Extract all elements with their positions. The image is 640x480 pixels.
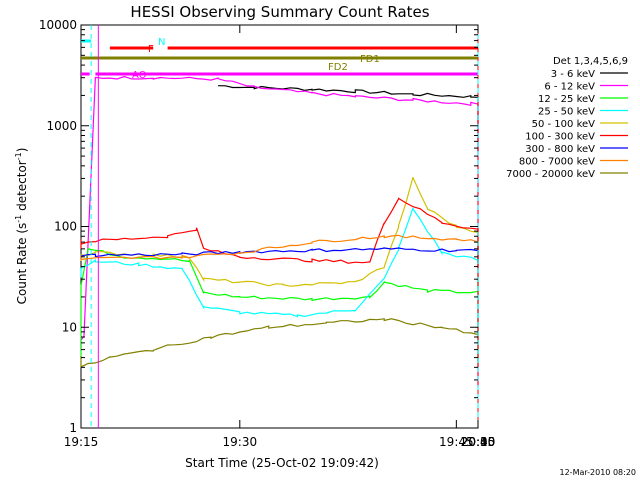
y-axis-label-sup1: -1 [14, 215, 23, 223]
series-line [80, 318, 479, 369]
series-line [80, 207, 479, 321]
y-tick-label: 10 [62, 320, 77, 334]
series-layer [80, 75, 479, 387]
y-tick-label: 10000 [39, 18, 77, 32]
legend-header: Det 1,3,4,5,6,9 [553, 56, 628, 67]
legend-label: 25 - 50 keV [538, 107, 595, 118]
footer-date: 12-Mar-2010 08:20 [560, 468, 637, 477]
y-tick-label: 100 [54, 220, 77, 234]
flag-label: FD1 [360, 54, 380, 65]
observing-flags: NF FD1 FD2 AO [81, 37, 478, 81]
x-tick-label: 19:30 [223, 435, 258, 449]
attenuator-markers [90, 25, 479, 428]
y-axis-label-end: ) [15, 148, 29, 153]
flag-label: AO [132, 70, 147, 81]
y-tick-label: 1000 [46, 119, 77, 133]
series-line [80, 246, 479, 263]
plot-frame [80, 24, 479, 429]
y-axis-label-sup2: -1 [14, 152, 23, 160]
x-axis-label: Start Time (25-Oct-02 19:09:42) [185, 456, 379, 470]
series-line [80, 75, 479, 387]
series-line [80, 197, 479, 270]
legend-label: 3 - 6 keV [551, 69, 595, 80]
y-tick-label: 1 [69, 421, 77, 435]
x-tick-label: 20:00 [461, 435, 496, 449]
x-tick-label: 20:45 [461, 435, 496, 449]
legend-label: 800 - 7000 keV [519, 157, 595, 168]
series-line [80, 176, 479, 296]
chart-title: HESSI Observing Summary Count Rates [130, 3, 429, 21]
x-tick-label: 19:15 [64, 435, 99, 449]
legend-label: 6 - 12 keV [544, 82, 595, 93]
flag-label: N [158, 37, 165, 48]
flag-label: F [148, 44, 154, 55]
legend-label: 12 - 25 keV [538, 94, 595, 105]
y-axis-label-mid: detector [15, 160, 29, 215]
legend-label: 300 - 800 keV [525, 144, 595, 155]
x-tick-label: 19:45 [439, 435, 474, 449]
x-tick-label: 20:30 [461, 435, 496, 449]
flag-label: FD2 [328, 62, 348, 73]
legend-label: 50 - 100 keV [532, 119, 596, 130]
legend-label: 7000 - 20000 keV [506, 169, 595, 180]
y-axis-label-main: Count Rate (s [15, 223, 29, 305]
y-axis-label: Count Rate (s-1 detector-1) [14, 148, 29, 305]
legend-label: 100 - 300 keV [525, 132, 595, 143]
x-tick-label: 20:15 [461, 435, 496, 449]
